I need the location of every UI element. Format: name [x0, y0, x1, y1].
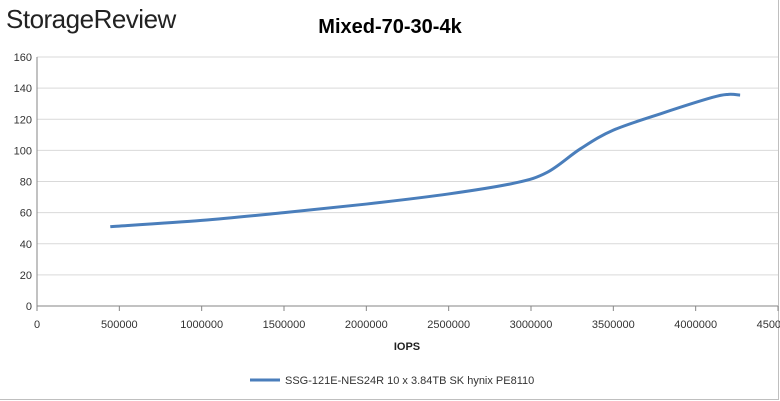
x-axis-label: IOPS — [394, 341, 420, 353]
x-tick-label: 1500000 — [263, 319, 306, 331]
y-tick-label: 60 — [20, 208, 32, 220]
series-lines — [110, 92, 741, 229]
x-tick-label: 4500000 — [757, 319, 780, 331]
y-tick-labels: 0 20 40 60 80 100 120 140 160 — [14, 52, 32, 313]
x-tick-label: 1000000 — [180, 319, 223, 331]
legend: SSG-121E-NES24R 10 x 3.84TB SK hynix PE8… — [250, 375, 534, 387]
gridlines — [37, 56, 778, 276]
x-tick-label: 3000000 — [510, 319, 553, 331]
brand-logo: StorageReview — [6, 4, 176, 34]
series-line — [110, 92, 741, 229]
chart-title: Mixed-70-30-4k — [318, 16, 462, 38]
y-tick-label: 120 — [14, 114, 32, 126]
x-tick-label: 4000000 — [674, 319, 717, 331]
x-tick-label: 0 — [34, 319, 40, 331]
y-tick-label: 80 — [20, 177, 32, 189]
y-tick-label: 160 — [14, 52, 32, 64]
y-tick-label: 20 — [20, 270, 32, 282]
x-tick-label: 3500000 — [592, 319, 635, 331]
x-tick-labels: 0 500000 1000000 1500000 2000000 2500000 30000… — [34, 319, 780, 331]
x-tick-label: 2000000 — [345, 319, 388, 331]
y-tick-label: 0 — [26, 301, 32, 313]
y-tick-label: 40 — [20, 239, 32, 251]
x-tick-label: 2500000 — [427, 319, 470, 331]
axes — [36, 57, 779, 311]
legend-label: SSG-121E-NES24R 10 x 3.84TB SK hynix PE8… — [285, 375, 534, 387]
x-tick-label: 500000 — [101, 319, 138, 331]
y-tick-label: 140 — [14, 83, 32, 95]
y-tick-label: 100 — [14, 145, 32, 157]
